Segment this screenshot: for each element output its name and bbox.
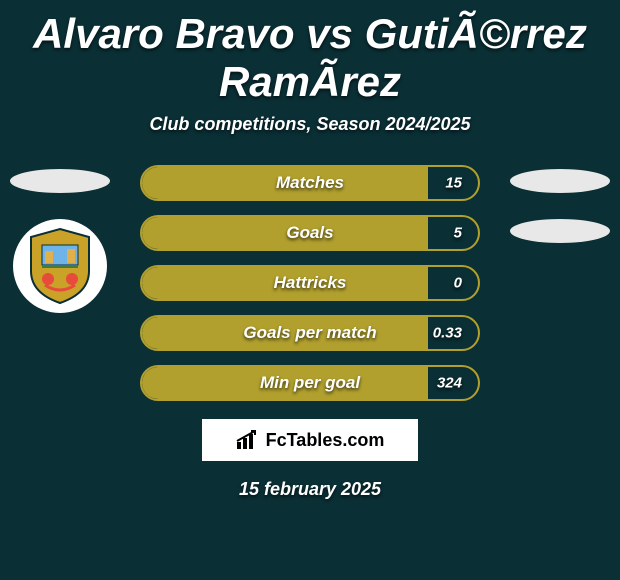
- stat-label: Goals per match: [243, 323, 376, 343]
- club-placeholder-right: [510, 219, 610, 243]
- stat-label: Hattricks: [274, 273, 347, 293]
- brand-logo: FcTables.com: [202, 419, 418, 461]
- stat-row: Min per goal 324: [140, 365, 480, 401]
- page-title: Alvaro Bravo vs GutiÃ©rrez RamÃ­rez: [0, 10, 620, 106]
- club-badge-left: [13, 219, 107, 313]
- stat-fill: [142, 217, 428, 249]
- stat-row: Matches 15: [140, 165, 480, 201]
- comparison-layout: Matches 15 Goals 5 Hattricks 0 Goals per match…: [0, 165, 620, 401]
- right-column: [500, 165, 620, 243]
- shield-icon: [27, 227, 93, 305]
- player-placeholder-left: [10, 169, 110, 193]
- stat-value: 324: [437, 375, 462, 392]
- page-subtitle: Club competitions, Season 2024/2025: [0, 114, 620, 135]
- stats-list: Matches 15 Goals 5 Hattricks 0 Goals per match…: [140, 165, 480, 401]
- stat-row: Hattricks 0: [140, 265, 480, 301]
- chart-icon: [236, 430, 260, 450]
- stat-value: 0: [454, 275, 462, 292]
- stat-label: Min per goal: [260, 373, 360, 393]
- stat-value: 15: [445, 175, 462, 192]
- stat-value: 5: [454, 225, 462, 242]
- stat-label: Matches: [276, 173, 344, 193]
- player-placeholder-right: [510, 169, 610, 193]
- brand-text: FcTables.com: [266, 430, 385, 451]
- left-column: [0, 165, 120, 313]
- stat-value: 0.33: [433, 325, 462, 342]
- stat-row: Goals per match 0.33: [140, 315, 480, 351]
- stat-row: Goals 5: [140, 215, 480, 251]
- snapshot-date: 15 february 2025: [0, 479, 620, 500]
- stat-label: Goals: [286, 223, 333, 243]
